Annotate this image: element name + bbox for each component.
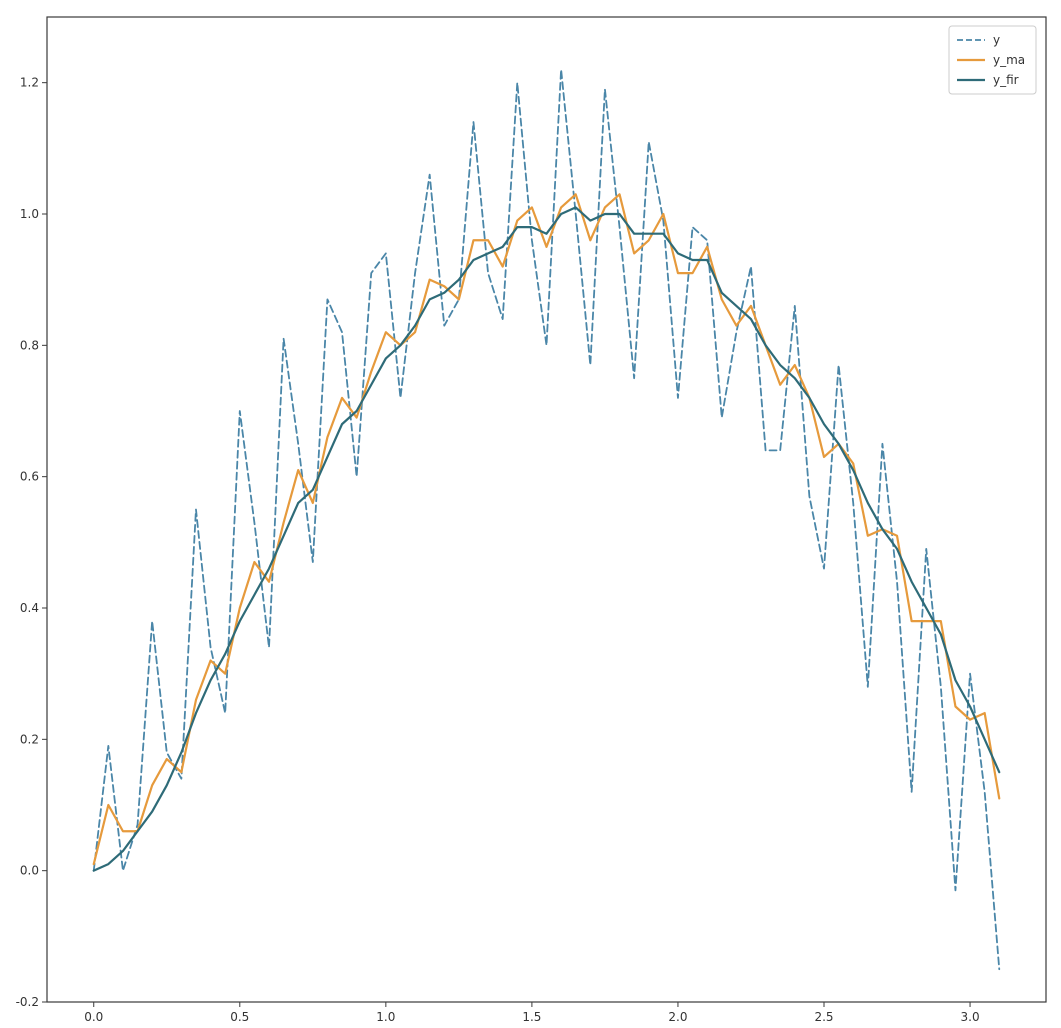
y-tick-label: 0.0	[20, 864, 39, 878]
plot-area	[92, 68, 1001, 971]
legend-label-y-ma: y_ma	[993, 53, 1025, 67]
legend-label-y-fir: y_fir	[993, 73, 1019, 87]
axes: 0.0 0.5 1.0 1.5 2.0 2.5 3.0 -0.2 0.0 0.2 0.4 0.6 0.8…	[16, 16, 1047, 1024]
series-line-y-ma	[92, 193, 1001, 866]
x-tick-label: 0.0	[84, 1010, 103, 1023]
x-tick-label: 3.0	[961, 1010, 980, 1023]
y-tick-label: -0.2	[16, 995, 39, 1009]
x-tick-label: 2.0	[668, 1010, 687, 1023]
y-tick-label: 1.2	[20, 76, 39, 90]
legend: y y_ma y_fir	[948, 25, 1037, 95]
legend-box	[948, 25, 1037, 95]
y-tick-label: 0.4	[20, 601, 39, 615]
series-line-y-fir	[92, 206, 1001, 872]
axes-frame	[46, 16, 1047, 1003]
x-tick-label: 1.5	[522, 1010, 541, 1023]
y-tick-label: 0.6	[20, 470, 39, 484]
y-tick-label: 1.0	[20, 207, 39, 221]
y-tick-label: 0.8	[20, 338, 39, 352]
x-tick-label: 2.5	[814, 1010, 833, 1023]
y-tick-label: 0.2	[20, 732, 39, 746]
x-tick-label: 1.0	[376, 1010, 395, 1023]
legend-label-y: y	[993, 33, 1000, 47]
x-tick-label: 0.5	[230, 1010, 249, 1023]
